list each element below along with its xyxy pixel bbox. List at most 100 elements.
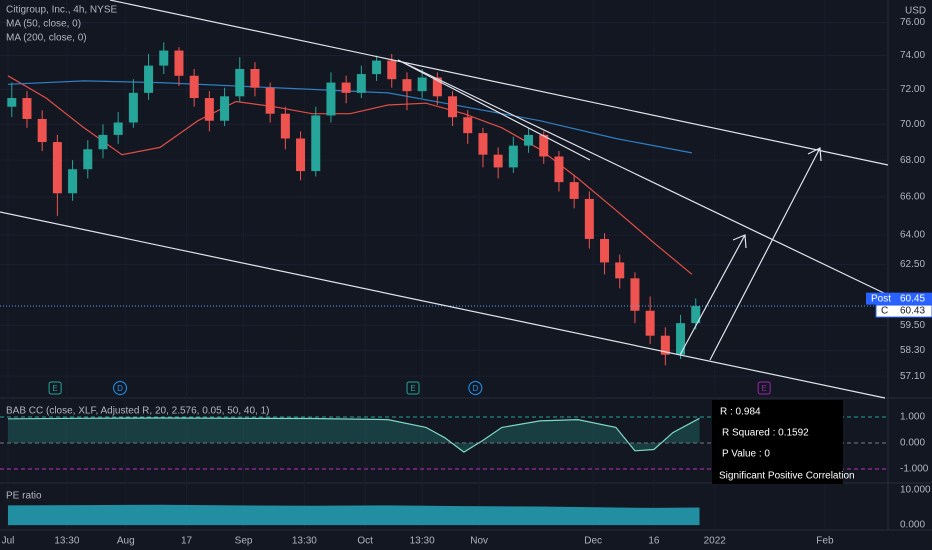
candle-body — [159, 50, 169, 66]
candle-body — [52, 142, 62, 194]
event-marker — [757, 381, 771, 395]
candle-body — [645, 310, 655, 336]
candle-body — [204, 98, 214, 121]
candle-body — [189, 75, 199, 99]
candle-body — [22, 98, 32, 119]
candle-body — [463, 117, 473, 134]
candle-body — [676, 323, 686, 355]
candle-body — [98, 134, 108, 150]
post-price: 60.45 — [900, 293, 925, 304]
candle-body — [660, 335, 670, 355]
y-tick-label: 10.000 — [900, 485, 931, 496]
event-marker — [113, 381, 128, 395]
arrow — [679, 234, 747, 356]
channel-bottom — [0, 211, 886, 399]
candle-body — [478, 133, 488, 155]
trend-line — [397, 59, 889, 296]
candle-body — [539, 134, 549, 157]
moving-average — [7, 75, 693, 275]
x-tick-label: Dec — [584, 536, 602, 547]
last-price: 60.43 — [900, 306, 925, 317]
stat-text: Significant Positive Correlation — [719, 471, 855, 482]
y-tick-label: 66.00 — [900, 192, 925, 203]
candle-body — [341, 82, 351, 93]
last-label: C — [881, 306, 888, 317]
candle-body — [615, 262, 625, 279]
candle-body — [37, 118, 47, 143]
y-tick-label: 0.000 — [900, 438, 925, 449]
x-tick-label: Oct — [357, 536, 373, 547]
correlation-line — [7, 417, 700, 453]
candle-body — [220, 96, 230, 121]
x-tick-label: 2022 — [704, 536, 727, 547]
candle-body — [83, 149, 93, 170]
x-tick-label: 16 — [648, 536, 660, 547]
candle-body — [68, 169, 78, 194]
candle-body — [7, 98, 17, 107]
candle-body — [356, 74, 366, 93]
candle-body — [265, 87, 275, 114]
legend-entry: MA (200, close, 0) — [6, 33, 87, 44]
y-tick-label: 1.000 — [900, 412, 925, 423]
candle-body — [569, 182, 579, 199]
candle-body — [524, 134, 534, 146]
x-tick-label: Sep — [235, 536, 253, 547]
trend-drawings — [0, 0, 889, 399]
y-tick-label: 68.00 — [900, 155, 925, 166]
event-marker-label: E — [761, 384, 766, 393]
y-tick-label: 58.30 — [900, 345, 925, 356]
indicator-title: PE ratio — [6, 491, 42, 502]
candle-body — [630, 278, 640, 311]
y-tick-label: 74.00 — [900, 50, 925, 61]
candle-body — [554, 156, 564, 183]
arrow — [709, 147, 822, 361]
event-marker-label: E — [52, 384, 57, 393]
post-label: Post — [871, 293, 891, 304]
stat-text: R : 0.984 — [720, 407, 761, 418]
candle-body — [402, 79, 412, 92]
stat-text: P Value : 0 — [722, 449, 770, 460]
y-tick-label: 64.00 — [900, 230, 925, 241]
x-tick-label: 13:30 — [292, 536, 317, 547]
x-tick-label: 17 — [181, 536, 193, 547]
correlation-area — [7, 418, 700, 453]
candle-body — [432, 77, 442, 97]
candle-body — [387, 60, 397, 80]
event-marker-label: E — [410, 384, 415, 393]
stat-text: R Squared : 0.1592 — [722, 428, 809, 439]
candle-body — [144, 65, 154, 93]
y-tick-label: 59.50 — [900, 320, 925, 331]
trend-line — [397, 59, 591, 161]
y-tick-label: 57.10 — [900, 371, 925, 382]
candle-body — [235, 68, 245, 97]
y-tick-label: 0.000 — [900, 520, 925, 531]
candle-body — [128, 92, 138, 123]
candle-body — [113, 122, 123, 135]
pe-ratio-area — [7, 504, 700, 526]
candle-body — [326, 82, 336, 116]
symbol-title: Citigroup, Inc., 4h, NYSE — [6, 5, 117, 16]
event-marker — [48, 381, 62, 395]
candle-body — [174, 50, 184, 76]
x-tick-label: 13:30 — [410, 536, 435, 547]
channel-top — [109, 0, 889, 166]
x-tick-label: Nov — [470, 536, 488, 547]
last-price-tag — [875, 304, 932, 318]
candle-body — [296, 138, 306, 172]
x-tick-label: Jul — [2, 536, 15, 547]
candle-body — [493, 154, 503, 168]
candle-body — [250, 68, 260, 88]
y-tick-label: 62.50 — [900, 259, 925, 270]
event-marker — [468, 381, 483, 395]
y-tick-label: -1.000 — [900, 464, 929, 475]
candle-body — [311, 115, 321, 172]
candle-body — [691, 306, 701, 324]
legend: Citigroup, Inc., 4h, NYSE MA (50, close,… — [6, 5, 269, 502]
x-tick-label: Aug — [117, 536, 135, 547]
y-tick-label: 70.00 — [900, 119, 925, 130]
event-marker — [406, 381, 420, 395]
indicator-title: BAB CC (close, XLF, Adjusted R, 20, 2.57… — [6, 406, 269, 417]
x-tick-label: 13:30 — [54, 536, 79, 547]
x-tick-label: Feb — [816, 536, 834, 547]
